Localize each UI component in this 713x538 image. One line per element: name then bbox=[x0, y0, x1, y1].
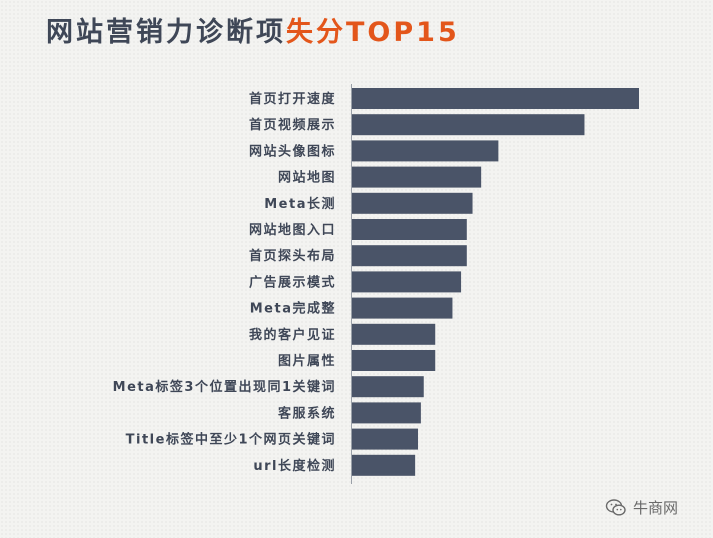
chart-title-main: 网站营销力诊断项 bbox=[46, 17, 286, 48]
bar bbox=[352, 454, 416, 476]
category-label: 图片属性 bbox=[278, 353, 336, 369]
bar bbox=[352, 166, 482, 188]
bar bbox=[352, 428, 419, 450]
category-label: 客服系统 bbox=[278, 405, 336, 421]
chart-title-accent: 失分TOP15 bbox=[286, 17, 460, 48]
category-label: Meta完成整 bbox=[250, 301, 336, 317]
bar bbox=[352, 376, 424, 398]
category-label: 首页探头布局 bbox=[249, 248, 336, 264]
category-label: 广告展示模式 bbox=[249, 274, 336, 290]
bar bbox=[352, 140, 499, 162]
bar bbox=[352, 219, 467, 240]
category-label: 网站地图入口 bbox=[249, 222, 336, 238]
bar bbox=[352, 323, 436, 345]
category-label: Meta长测 bbox=[264, 196, 336, 212]
bar bbox=[352, 297, 453, 319]
category-label: 网站地图 bbox=[278, 170, 336, 186]
bar bbox=[352, 192, 473, 214]
bar bbox=[352, 88, 639, 109]
watermark-text: 牛商网 bbox=[633, 499, 679, 517]
category-label: Title标签中至少1个网页关键词 bbox=[126, 432, 336, 448]
bar bbox=[352, 271, 462, 293]
bar bbox=[352, 114, 585, 136]
category-label: 首页视频展示 bbox=[249, 117, 336, 133]
chart-title: 网站营销力诊断项失分TOP15 bbox=[46, 10, 460, 49]
category-label: 网站头像图标 bbox=[249, 143, 336, 159]
watermark: 牛商网 bbox=[605, 497, 678, 518]
category-label: Meta标签3个位置出现同1关键词 bbox=[113, 379, 336, 395]
bar bbox=[352, 350, 436, 371]
bar bbox=[352, 245, 467, 267]
category-label: 我的客户见证 bbox=[249, 327, 336, 343]
category-label: url长度检测 bbox=[253, 458, 336, 474]
category-label: 首页打开速度 bbox=[249, 91, 336, 107]
bar bbox=[352, 402, 421, 424]
wechat-icon bbox=[605, 498, 627, 518]
